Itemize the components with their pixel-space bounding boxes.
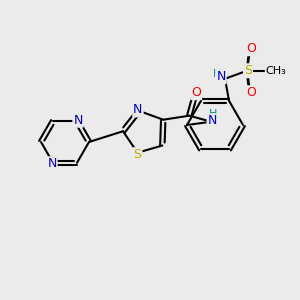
- Text: O: O: [246, 42, 256, 55]
- Text: CH₃: CH₃: [266, 66, 286, 76]
- Text: N: N: [133, 103, 142, 116]
- Text: N: N: [216, 70, 226, 83]
- Text: N: N: [208, 114, 217, 127]
- Text: N: N: [73, 114, 83, 127]
- Text: H: H: [213, 69, 221, 79]
- Text: O: O: [246, 86, 256, 99]
- Text: S: S: [244, 64, 252, 77]
- Text: S: S: [134, 148, 142, 161]
- Text: N: N: [47, 157, 57, 170]
- Text: O: O: [191, 86, 201, 99]
- Text: H: H: [209, 109, 218, 119]
